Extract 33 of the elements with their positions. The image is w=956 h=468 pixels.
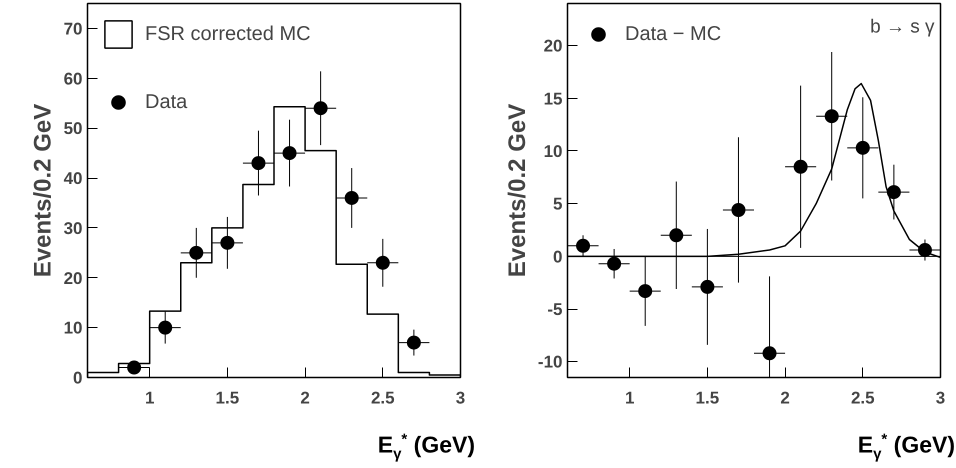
legend-label: Data − MC <box>625 22 722 46</box>
y-tick-label: 15 <box>544 89 563 108</box>
x-tick-label: 1 <box>144 388 154 408</box>
x-tick-label: 1.5 <box>216 388 240 408</box>
x-tick-label: 2.5 <box>370 388 395 408</box>
y-tick-label: 5 <box>553 194 563 214</box>
legend-label: Data <box>145 90 188 114</box>
y-axis-title: Events/0.2 GeV <box>504 104 531 278</box>
x-axis-title: E$_{γ}$$^{*}$ (GeV) <box>378 430 475 464</box>
x-tick-label: 2 <box>780 388 790 408</box>
y-axis-title: Events/0.2 GeV <box>30 104 57 278</box>
y-tick-label: 60 <box>64 69 83 88</box>
legend-label: FSR corrected MC <box>145 22 311 46</box>
y-tick-label: 30 <box>64 218 83 238</box>
y-tick-label: 10 <box>544 142 563 161</box>
y-tick-label: 20 <box>544 36 563 56</box>
x-axis-title: E$_{γ}$$^{*}$ (GeV) <box>858 430 955 464</box>
x-tick-label: 1 <box>624 388 634 408</box>
y-tick-label: 50 <box>64 119 83 138</box>
x-tick-label: 2 <box>300 388 310 408</box>
y-tick-label: 0 <box>553 247 563 266</box>
y-tick-label: 20 <box>64 268 83 288</box>
x-tick-label: 3 <box>456 388 466 408</box>
y-tick-label: -5 <box>547 300 563 320</box>
y-tick-label: 0 <box>73 368 83 388</box>
y-tick-label: 10 <box>64 318 83 338</box>
annotation: b → s γ <box>870 16 935 38</box>
y-tick-label: 40 <box>64 169 83 188</box>
y-tick-label: 70 <box>64 19 83 38</box>
y-tick-label: -10 <box>538 352 563 372</box>
x-tick-label: 2.5 <box>850 388 875 408</box>
x-tick-label: 3 <box>936 388 946 408</box>
x-tick-label: 1.5 <box>696 388 720 408</box>
